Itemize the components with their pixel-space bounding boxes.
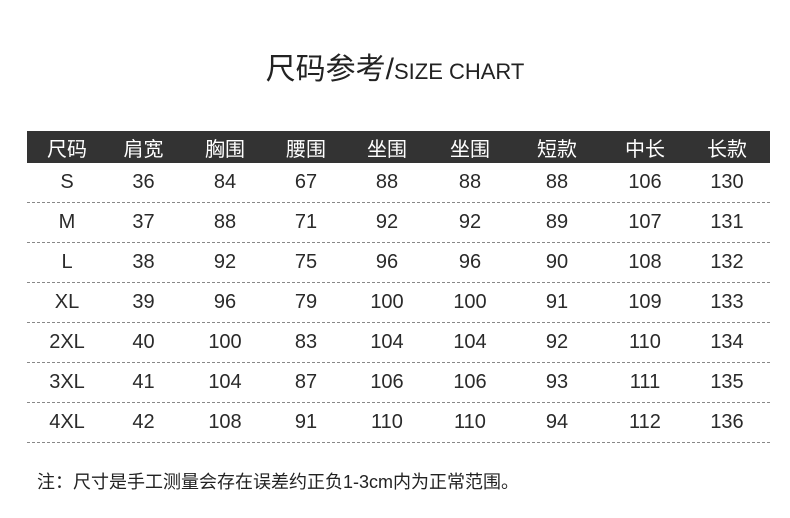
table-row: 3XL 41 104 87 106 106 93 111 135	[27, 363, 770, 403]
table-cell: 104	[208, 371, 242, 393]
table-cell: 94	[545, 411, 569, 433]
table-row: M 37 88 71 92 92 89 107 131	[27, 203, 770, 243]
table-cell: 96	[213, 291, 237, 313]
table-cell: 136	[710, 411, 744, 433]
table-cell: M	[58, 211, 76, 233]
table-cell: 108	[628, 251, 662, 273]
table-cell: 100	[370, 291, 404, 313]
table-cell: 79	[294, 291, 318, 313]
table-cell: 4XL	[49, 411, 85, 433]
table-cell: 111	[629, 371, 661, 393]
table-cell: 88	[545, 171, 569, 193]
table-cell: 108	[208, 411, 242, 433]
table-cell: 91	[294, 411, 318, 433]
table-cell: 83	[294, 331, 318, 353]
table-cell: 92	[213, 251, 237, 273]
table-cell: 135	[710, 371, 744, 393]
title-cn: 尺码参考	[265, 53, 386, 86]
table-cell: 133	[710, 291, 744, 313]
table-cell: 88	[213, 211, 237, 233]
table-cell: 110	[454, 411, 486, 433]
table-cell: 90	[545, 251, 569, 273]
size-table: 尺码 肩宽 胸围 腰围 坐围 坐围 短款 中长 长款 S 36 84 67 88 88 88 106 130 M 3…	[27, 131, 770, 443]
column-header: 坐围	[450, 138, 490, 161]
table-cell: 71	[294, 211, 318, 233]
table-cell: 109	[628, 291, 662, 313]
table-cell: 93	[545, 371, 569, 393]
column-header: 尺码	[47, 138, 87, 161]
table-cell: 75	[294, 251, 318, 273]
table-cell: 92	[375, 211, 399, 233]
table-cell: 110	[629, 331, 661, 353]
table-header: 尺码 肩宽 胸围 腰围 坐围 坐围 短款 中长 长款	[27, 131, 770, 163]
table-cell: 42	[132, 411, 155, 433]
table-cell: 96	[458, 251, 482, 273]
table-cell: 92	[545, 331, 569, 353]
table-cell: 96	[375, 251, 399, 273]
table-cell: 3XL	[49, 371, 85, 393]
column-header: 腰围	[286, 138, 326, 161]
table-row: 2XL 40 100 83 104 104 92 110 134	[27, 323, 770, 363]
table-cell: 110	[371, 411, 403, 433]
table-cell: 84	[213, 171, 237, 193]
table-cell: 106	[370, 371, 404, 393]
table-cell: 41	[132, 371, 155, 393]
column-header: 肩宽	[123, 138, 164, 161]
table-cell: 131	[710, 211, 744, 233]
table-cell: 104	[370, 331, 404, 353]
table-cell: 2XL	[49, 331, 85, 353]
table-cell: 106	[628, 171, 662, 193]
table-cell: 100	[208, 331, 242, 353]
table-cell: 91	[545, 291, 569, 313]
table-cell: 89	[545, 211, 569, 233]
title-sep: /	[385, 53, 394, 86]
table-cell: L	[61, 251, 73, 273]
title-en: SIZE CHART	[393, 59, 525, 84]
table-cell: 40	[132, 331, 155, 353]
table-row: XL 39 96 79 100 100 91 109 133	[27, 283, 770, 323]
table-cell: 104	[453, 331, 487, 353]
column-header: 长款	[707, 138, 747, 161]
table-cell: 130	[710, 171, 744, 193]
table-cell: 107	[628, 211, 662, 233]
page-title: 尺码参考/SIZE CHART	[0, 44, 790, 88]
note-text: 注：尺寸是手工测量会存在误差约正负1-3cm内为正常范围。	[37, 472, 520, 492]
table-row: 4XL 42 108 91 110 110 94 112 136	[27, 403, 770, 443]
table-cell: 67	[294, 171, 318, 193]
table-cell: 92	[458, 211, 482, 233]
table-cell: S	[60, 171, 74, 193]
column-header: 坐围	[367, 138, 407, 161]
table-cell: XL	[54, 291, 80, 313]
table-row: L 38 92 75 96 96 90 108 132	[27, 243, 770, 283]
column-header: 中长	[625, 138, 665, 161]
table-cell: 106	[453, 371, 487, 393]
table-cell: 87	[294, 371, 318, 393]
table-cell: 88	[458, 171, 482, 193]
table-cell: 132	[710, 251, 744, 273]
table-cell: 37	[132, 211, 155, 233]
table-row: S 36 84 67 88 88 88 106 130	[27, 163, 770, 203]
table-cell: 38	[132, 251, 155, 273]
table-cell: 100	[453, 291, 487, 313]
table-cell: 134	[710, 331, 744, 353]
table-cell: 36	[132, 171, 155, 193]
table-cell: 112	[629, 411, 661, 433]
table-cell: 88	[375, 171, 399, 193]
table-cell: 39	[132, 291, 155, 313]
column-header: 短款	[537, 138, 577, 161]
column-header: 胸围	[205, 138, 245, 161]
